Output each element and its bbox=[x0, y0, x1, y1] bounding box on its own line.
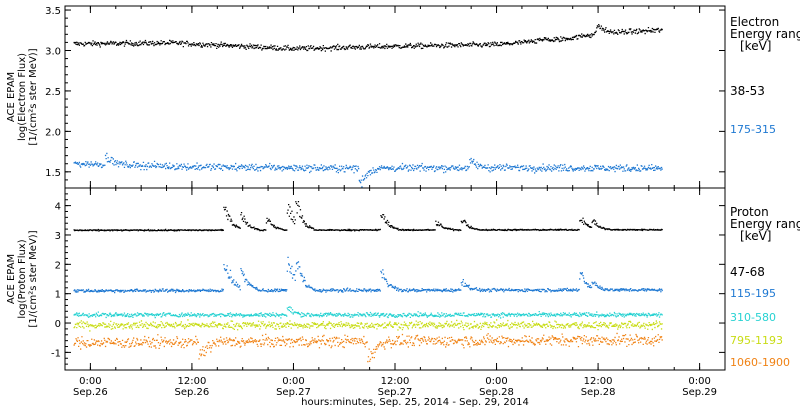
electron-y-tick-label: 2.5 bbox=[45, 87, 61, 98]
x-tick-time-label: 0:00 bbox=[79, 376, 101, 387]
x-axis-label: hours:minutes, Sep. 25, 2014 - Sep. 29, … bbox=[301, 397, 529, 408]
electron-legend-title: Energy ranges bbox=[730, 27, 800, 41]
electron-y-tick-label: 2.0 bbox=[45, 127, 61, 138]
proton-points-795-1193 bbox=[73, 319, 663, 332]
proton-legend-title: Proton bbox=[730, 205, 769, 219]
proton-series-795-1193 bbox=[73, 319, 663, 332]
electron-y-axis-label: log(Electron Flux) bbox=[17, 53, 28, 141]
electron-legend-title: [keV] bbox=[740, 39, 771, 53]
proton-y-axis-label: ACE EPAM bbox=[6, 254, 17, 304]
x-tick-date-label: Sep.28 bbox=[479, 387, 514, 398]
proton-series-47-68 bbox=[73, 201, 663, 232]
x-tick-time-label: 12:00 bbox=[584, 376, 613, 387]
proton-y-tick-label: 4 bbox=[55, 202, 61, 213]
proton-legend-entry: 1060-1900 bbox=[730, 356, 790, 369]
proton-series-310-580 bbox=[73, 306, 663, 319]
electron-panel: 1.5 2.0 2.5 3.0 3.5 ACE EPAM log(Electron Flux… bbox=[6, 5, 800, 189]
time-axis: 0:00Sep.2612:00Sep.260:00Sep.2712:00Sep.… bbox=[73, 376, 717, 398]
electron-points-175-315 bbox=[73, 152, 663, 188]
proton-points-115-195 bbox=[73, 256, 663, 294]
proton-panel: -1 0 1 2 3 4 ACE EPAM log(Proton Flux) [1/(cm²s … bbox=[6, 187, 800, 371]
x-tick-date-label: Sep.27 bbox=[276, 387, 311, 398]
electron-y-tick-label: 3.0 bbox=[45, 46, 61, 57]
proton-y-tick-label: 3 bbox=[55, 231, 61, 242]
proton-legend-entry: 795-1193 bbox=[730, 334, 783, 347]
proton-y-tick-label: -1 bbox=[51, 348, 61, 359]
proton-y-tick-label: 1 bbox=[55, 290, 61, 301]
proton-legend-entry: 47-68 bbox=[730, 265, 765, 279]
proton-points-1060-1900 bbox=[73, 332, 663, 363]
proton-y-tick-label: 2 bbox=[55, 260, 61, 271]
electron-legend-title: Electron bbox=[730, 15, 779, 29]
electron-y-tick-label: 3.5 bbox=[45, 6, 61, 17]
proton-points-47-68 bbox=[73, 201, 663, 232]
x-tick-date-label: Sep.27 bbox=[378, 387, 413, 398]
proton-y-axis-label: [1/(cm²s ster MeV)] bbox=[28, 230, 39, 327]
x-tick-time-label: 0:00 bbox=[282, 376, 304, 387]
electron-series-38-53 bbox=[73, 24, 663, 52]
proton-legend-entry: 310-580 bbox=[730, 311, 776, 324]
x-tick-date-label: Sep.29 bbox=[682, 387, 717, 398]
x-tick-time-label: 0:00 bbox=[485, 376, 507, 387]
proton-legend-title: [keV] bbox=[740, 229, 771, 243]
x-tick-time-label: 12:00 bbox=[381, 376, 410, 387]
proton-legend-entry: 115-195 bbox=[730, 287, 776, 300]
electron-y-axis-label: ACE EPAM bbox=[6, 72, 17, 122]
proton-legend-title: Energy ranges bbox=[730, 217, 800, 231]
x-tick-time-label: 12:00 bbox=[178, 376, 207, 387]
proton-series-1060-1900 bbox=[73, 332, 663, 363]
electron-y-axis-label: [1/(cm²s ster MeV)] bbox=[28, 48, 39, 145]
proton-series-115-195 bbox=[73, 256, 663, 294]
proton-y-tick-label: 0 bbox=[55, 319, 61, 330]
x-tick-date-label: Sep.26 bbox=[73, 387, 108, 398]
x-tick-date-label: Sep.28 bbox=[581, 387, 616, 398]
electron-legend-entry: 38-53 bbox=[730, 84, 765, 98]
proton-points-310-580 bbox=[73, 306, 663, 319]
electron-y-tick-label: 1.5 bbox=[45, 168, 61, 179]
proton-y-axis-label: log(Proton Flux) bbox=[17, 239, 28, 318]
x-tick-time-label: 0:00 bbox=[688, 376, 710, 387]
electron-legend-entry: 175-315 bbox=[730, 123, 776, 136]
electron-points-38-53 bbox=[73, 24, 663, 52]
x-tick-date-label: Sep.26 bbox=[175, 387, 210, 398]
electron-series-175-315 bbox=[73, 152, 663, 188]
